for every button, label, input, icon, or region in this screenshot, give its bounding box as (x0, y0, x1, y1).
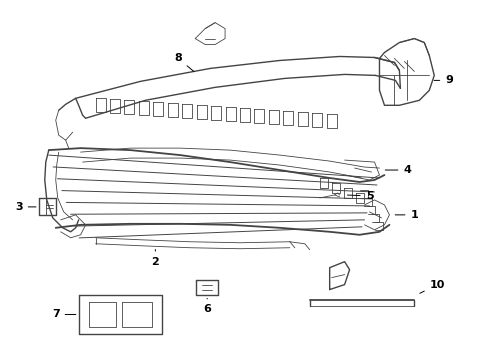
Text: 10: 10 (420, 280, 445, 293)
Text: 7: 7 (52, 310, 76, 319)
Text: 8: 8 (174, 54, 194, 72)
Text: 3: 3 (15, 202, 36, 212)
Text: 1: 1 (395, 210, 418, 220)
Text: 9: 9 (434, 75, 453, 85)
Text: 2: 2 (151, 249, 159, 267)
Text: 5: 5 (347, 191, 373, 201)
Text: 4: 4 (385, 165, 411, 175)
Text: 6: 6 (203, 298, 211, 315)
